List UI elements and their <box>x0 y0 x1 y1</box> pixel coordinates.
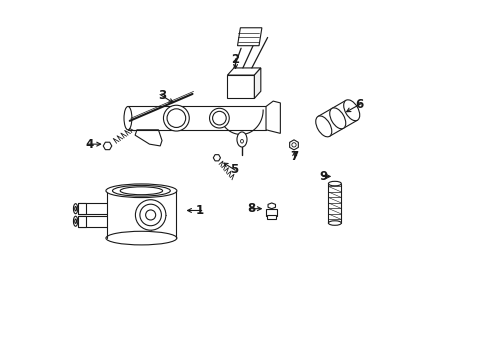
Ellipse shape <box>75 207 76 211</box>
Polygon shape <box>213 155 220 161</box>
Ellipse shape <box>209 108 229 128</box>
Ellipse shape <box>75 219 76 224</box>
Polygon shape <box>237 28 262 46</box>
Bar <box>227 75 254 98</box>
Text: 6: 6 <box>354 98 363 111</box>
Polygon shape <box>289 140 298 150</box>
Ellipse shape <box>145 210 155 220</box>
Text: 2: 2 <box>231 53 239 66</box>
Bar <box>78 216 85 227</box>
Text: 1: 1 <box>195 204 203 217</box>
Polygon shape <box>103 142 112 150</box>
Text: 8: 8 <box>247 202 255 215</box>
Bar <box>78 203 85 215</box>
Ellipse shape <box>291 143 296 147</box>
Ellipse shape <box>140 204 161 226</box>
Ellipse shape <box>120 187 163 195</box>
Ellipse shape <box>212 111 226 125</box>
Polygon shape <box>135 130 162 146</box>
Ellipse shape <box>106 184 177 198</box>
Text: 5: 5 <box>229 163 237 176</box>
Polygon shape <box>265 101 280 134</box>
Bar <box>267 215 276 220</box>
Ellipse shape <box>343 100 359 121</box>
Ellipse shape <box>73 204 78 214</box>
Ellipse shape <box>106 231 177 245</box>
Ellipse shape <box>163 105 189 131</box>
Ellipse shape <box>328 221 341 225</box>
Ellipse shape <box>124 107 132 130</box>
Text: 4: 4 <box>85 138 94 150</box>
Text: 9: 9 <box>319 170 327 183</box>
Ellipse shape <box>135 200 165 230</box>
Polygon shape <box>267 203 275 209</box>
Text: 7: 7 <box>290 150 298 163</box>
Text: 3: 3 <box>158 89 166 102</box>
Bar <box>265 210 277 216</box>
Ellipse shape <box>315 116 331 137</box>
Ellipse shape <box>237 132 246 147</box>
Ellipse shape <box>112 185 170 196</box>
Ellipse shape <box>328 181 341 186</box>
Ellipse shape <box>167 109 185 127</box>
Polygon shape <box>254 68 260 98</box>
Ellipse shape <box>240 139 243 143</box>
Ellipse shape <box>73 216 78 226</box>
Ellipse shape <box>329 108 345 129</box>
Polygon shape <box>227 68 260 75</box>
